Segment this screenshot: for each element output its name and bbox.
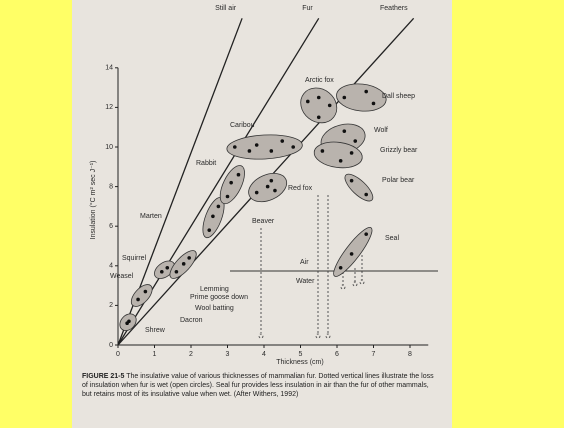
annotation: Wool batting [195,305,234,312]
data-point [270,179,274,183]
data-point [233,145,237,149]
data-point [339,159,343,163]
data-point [165,266,169,270]
data-point [350,252,354,256]
chart: 01234567802468101214Thickness (cm)Insula… [0,0,564,428]
group-label: Wolf [374,127,388,134]
data-point [217,205,221,209]
data-point [372,102,376,106]
page-photo [72,0,452,428]
annotation: Beaver [252,218,275,225]
data-point [270,149,274,153]
data-point [343,96,347,100]
group-label: Marten [140,213,162,220]
data-point [144,290,148,294]
y-tick-label: 8 [109,183,113,190]
group-label: Grizzly bear [380,147,418,154]
data-point [211,215,215,219]
y-tick-label: 2 [109,302,113,309]
data-point [317,116,321,120]
data-point [343,129,347,133]
data-point [353,139,357,143]
group-label: Shrew [145,327,166,334]
group-label: Dall sheep [382,93,415,100]
data-point [187,256,191,260]
group-label: Red fox [288,185,313,192]
annotation: Air [300,259,309,266]
data-point [160,270,164,274]
data-point [175,270,179,274]
y-axis-label: Insulation (°C m² sec J⁻¹) [89,161,97,240]
y-tick-label: 6 [109,223,113,230]
y-tick-label: 4 [109,263,113,270]
x-tick-label: 6 [335,351,339,358]
data-point [207,228,211,232]
group-label: Weasel [110,273,134,280]
data-point [364,232,368,236]
group-label: Lemming [200,286,229,293]
group-label: Rabbit [196,160,216,167]
caption-text: The insulative value of various thicknes… [82,373,434,398]
data-point [182,262,186,266]
x-tick-label: 3 [226,351,230,358]
slide: 01234567802468101214Thickness (cm)Insula… [0,0,564,428]
data-point [273,189,277,193]
data-point [364,90,368,94]
data-point [237,173,241,177]
x-tick-label: 8 [408,351,412,358]
data-point [321,149,325,153]
group-label: Polar bear [382,177,415,184]
group-label: Caribou [230,122,255,129]
x-tick-label: 7 [372,351,376,358]
data-point [229,181,233,185]
y-tick-label: 12 [105,104,113,111]
data-point [306,100,310,104]
annotation: Prime goose down [190,294,248,301]
x-axis-label: Thickness (cm) [276,359,323,366]
y-tick-label: 10 [105,144,113,151]
group-label: Seal [385,235,399,242]
x-tick-label: 4 [262,351,266,358]
data-point [226,195,230,199]
data-point [255,191,259,195]
group-label: Arctic fox [305,77,334,84]
reference-line-label: Still air [215,5,237,12]
data-point [136,298,140,302]
data-point [248,149,252,153]
data-point [364,193,368,197]
x-tick-label: 2 [189,351,193,358]
data-point [339,266,343,270]
data-point [291,145,295,149]
caption: FIGURE 21-5 The insulative value of vari… [82,372,438,399]
annotation: Dacron [180,317,203,324]
y-tick-label: 14 [105,65,113,72]
group-label: Squirrel [122,255,147,262]
data-point [328,104,332,108]
x-tick-label: 1 [153,351,157,358]
reference-line-label: Feathers [380,5,408,12]
caption-label: FIGURE 21-5 [82,373,124,380]
data-point [255,143,259,147]
annotation: Water [296,278,315,285]
data-point [317,96,321,100]
data-point [350,179,354,183]
data-point [127,319,131,323]
data-point [266,185,270,189]
data-point [280,139,284,143]
y-tick-label: 0 [109,342,113,349]
reference-line-label: Fur [302,5,313,12]
x-tick-label: 0 [116,351,120,358]
x-tick-label: 5 [299,351,303,358]
data-point [350,151,354,155]
